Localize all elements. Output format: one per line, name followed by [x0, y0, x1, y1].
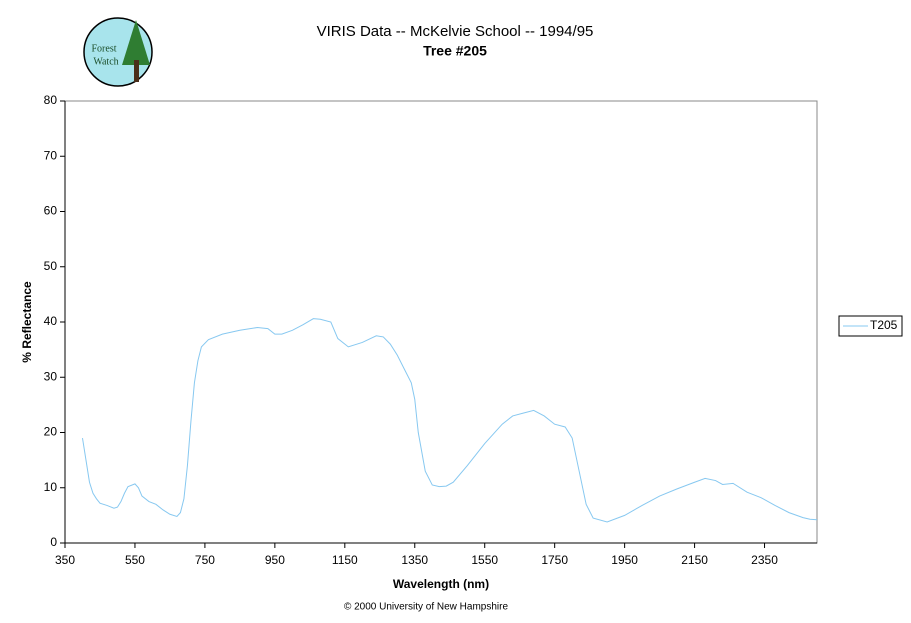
y-tick-label: 20 [44, 425, 58, 439]
y-tick-label: 50 [44, 259, 58, 273]
x-tick-label: 1550 [471, 553, 498, 567]
x-tick-label: 550 [125, 553, 145, 567]
logo-text: Watch [93, 56, 118, 67]
y-tick-label: 60 [44, 204, 58, 218]
x-tick-label: 1350 [401, 553, 428, 567]
chart-title: VIRIS Data -- McKelvie School -- 1994/95 [317, 23, 594, 40]
logo-tree [122, 20, 150, 65]
y-tick-label: 80 [44, 93, 58, 107]
legend-label: T205 [870, 318, 898, 332]
x-tick-label: 750 [195, 553, 215, 567]
y-axis-title: % Reflectance [20, 281, 34, 363]
y-tick-label: 0 [50, 535, 57, 549]
x-tick-label: 950 [265, 553, 285, 567]
data-line [81, 318, 818, 523]
x-tick-label: 2150 [681, 553, 708, 567]
x-tick-label: 1950 [611, 553, 638, 567]
x-tick-label: 1750 [541, 553, 568, 567]
x-tick-label: 1150 [332, 553, 358, 567]
y-tick-label: 70 [44, 148, 58, 162]
logo-trunk [134, 60, 139, 82]
x-tick-label: 350 [55, 553, 75, 567]
x-axis-title: Wavelength (nm) [393, 577, 489, 591]
y-tick-label: 30 [44, 369, 58, 383]
x-tick-label: 2350 [751, 553, 778, 567]
legend: T205 [838, 315, 903, 337]
logo-text: Forest [92, 43, 117, 54]
y-tick-label: 10 [44, 480, 58, 494]
y-tick-label: 40 [44, 314, 58, 328]
legend-box [838, 315, 903, 337]
chart-subtitle: Tree #205 [423, 43, 487, 59]
footer: © 2000 University of New Hampshire [344, 602, 509, 613]
logo: Forest Watch [83, 17, 153, 87]
